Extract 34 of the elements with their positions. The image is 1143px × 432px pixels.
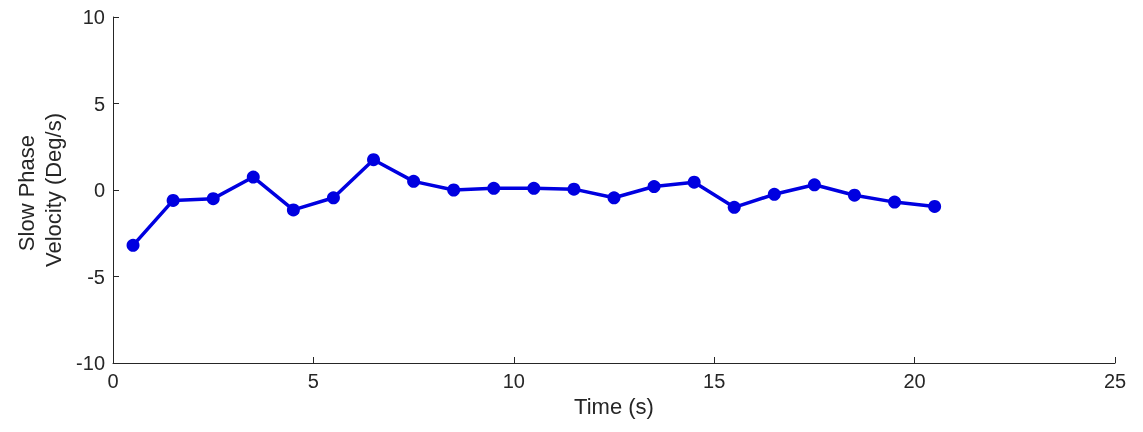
point	[246, 170, 260, 184]
y-axis-title: Slow Phase Velocity (Deg/s)	[14, 112, 66, 268]
y-tick-label: 10	[82, 6, 105, 28]
x-axis-title: Time (s)	[574, 394, 654, 420]
y-tick-label: 0	[93, 179, 105, 201]
point	[447, 183, 461, 197]
point	[407, 174, 421, 188]
point	[888, 195, 902, 209]
point	[767, 187, 781, 201]
x-tick-label: 5	[307, 370, 319, 392]
y-tick-label: -10	[76, 352, 105, 374]
point	[206, 192, 220, 206]
point	[567, 182, 581, 196]
x-tick-label: 15	[703, 370, 726, 392]
point	[807, 178, 821, 192]
x-tick-label: 25	[1103, 370, 1127, 392]
point	[326, 191, 340, 205]
point	[126, 238, 140, 252]
x-tick-label: 20	[903, 370, 926, 392]
y-tick-label: -5	[87, 265, 105, 288]
point	[166, 193, 180, 207]
x-tick-label: 0	[107, 370, 119, 392]
point	[286, 203, 300, 217]
point	[487, 181, 501, 195]
point	[527, 181, 541, 195]
point	[367, 153, 381, 167]
point	[727, 200, 741, 214]
point	[847, 188, 861, 202]
x-tick-label: 10	[502, 370, 525, 392]
point	[647, 180, 661, 194]
point	[928, 199, 942, 213]
y-tick-label: 5	[93, 92, 105, 115]
point	[687, 175, 701, 189]
point	[607, 191, 621, 205]
